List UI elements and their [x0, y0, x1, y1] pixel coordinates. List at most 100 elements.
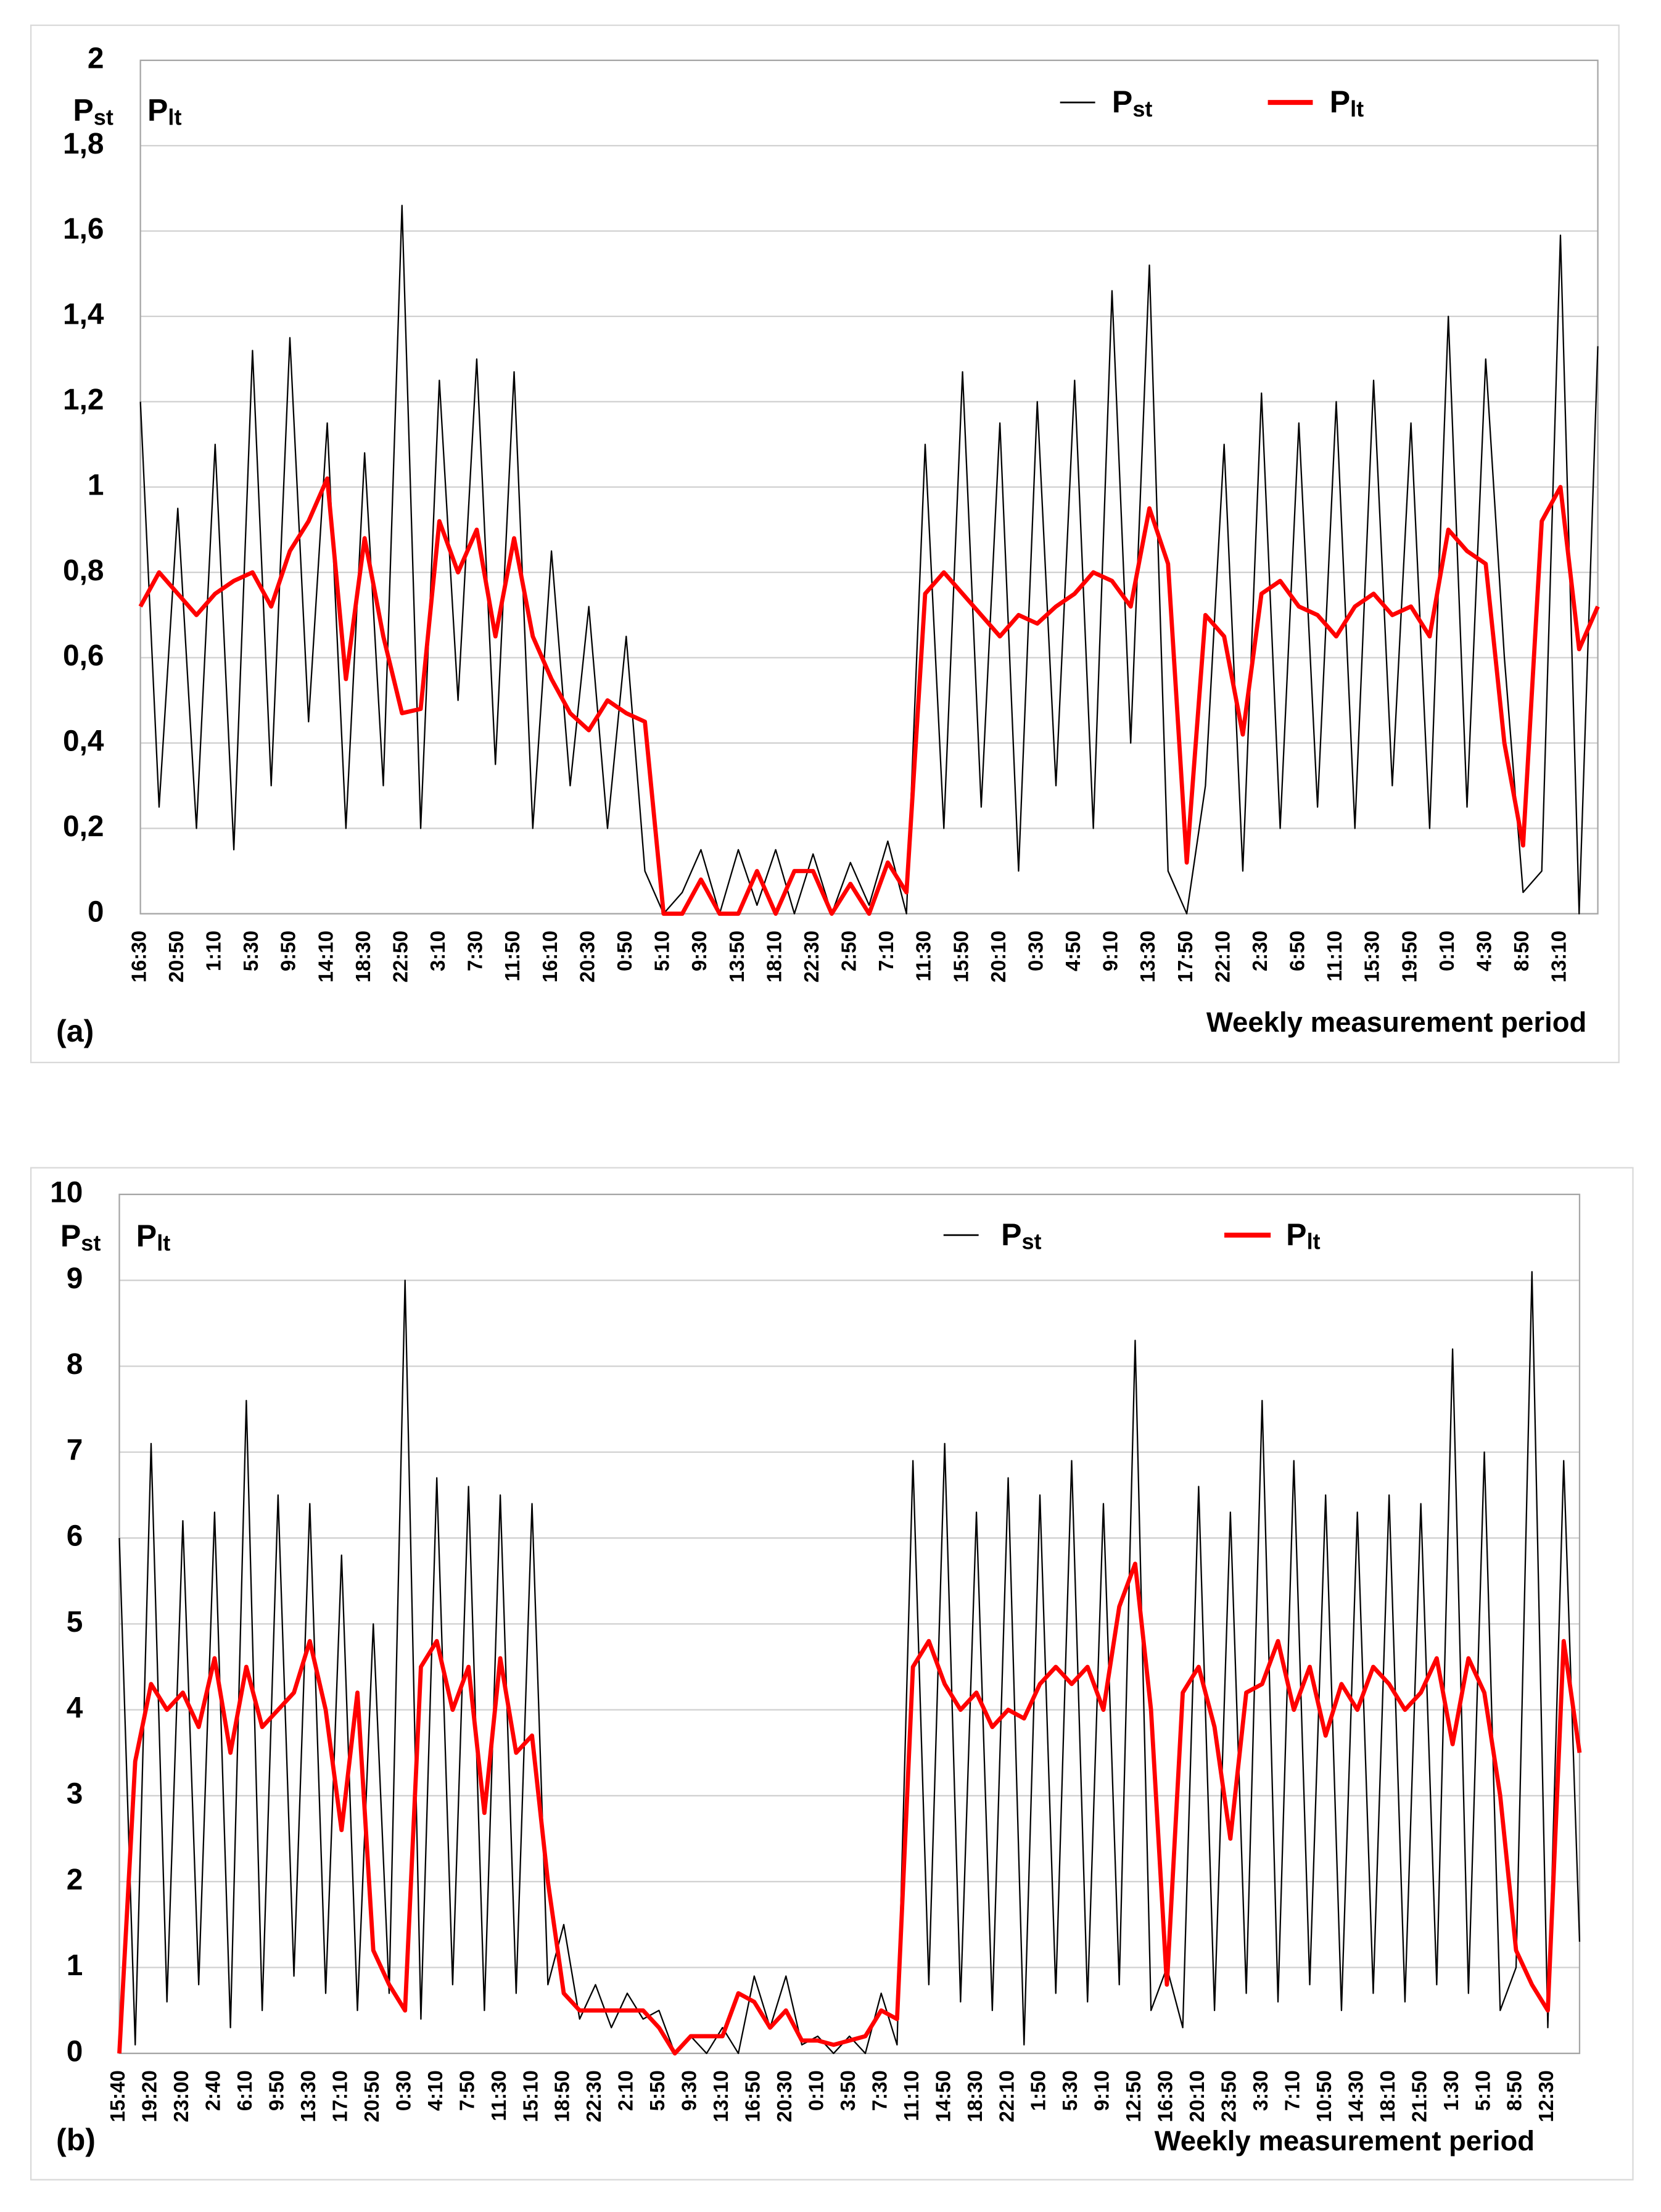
- x-tick-label: 22:10: [1211, 931, 1234, 982]
- y-axis-label: Pst: [60, 1219, 101, 1256]
- x-tick-label: 9:50: [277, 931, 300, 971]
- x-tick-label: 22:30: [800, 931, 823, 982]
- x-tick-label: 11:10: [1323, 931, 1346, 982]
- x-tick-label: 16:10: [538, 931, 561, 982]
- panel-label: (a): [56, 1014, 94, 1048]
- legend-label: Plt: [1330, 84, 1364, 121]
- x-tick-label: 14:50: [931, 2070, 954, 2122]
- x-tick-label: 20:30: [575, 931, 598, 982]
- chart-panel: 0 0,2 0,4 0,6 0,8 1 1,2 1,4 1,6 1,8 2 16:30 20:50 1:1…: [30, 24, 1620, 1064]
- y-tick-label: 3: [67, 1778, 83, 1811]
- panel-border: [30, 1167, 1634, 2181]
- x-tick-label: 7:30: [464, 931, 487, 971]
- x-tick-label: 15:10: [519, 2070, 542, 2122]
- chart-panel: 0 1 2 3 4 5 6 7 8 9 10 15:40 19:20 23:00 2:40 6:10 9:50 1…: [30, 1167, 1634, 2181]
- x-tick-label: 15:30: [1361, 931, 1383, 982]
- series-line: [117, 1561, 1582, 2056]
- x-tick-label: 5:50: [646, 2070, 669, 2111]
- x-tick-label: 17:10: [328, 2070, 351, 2122]
- x-tick-label: 0:30: [392, 2070, 414, 2111]
- x-tick-label: 6:50: [1286, 931, 1309, 971]
- y-tick-label: 6: [67, 1520, 83, 1553]
- legend-label: Pst: [1001, 1217, 1041, 1254]
- x-tick-label: 18:30: [352, 931, 374, 982]
- x-tick-label: 19:50: [1398, 931, 1420, 982]
- x-tick-label: 7:10: [1280, 2070, 1303, 2111]
- x-tick-label: 5:10: [1471, 2070, 1494, 2111]
- x-tick-label: 20:50: [165, 931, 188, 982]
- x-tick-label: 0:10: [1435, 931, 1458, 971]
- x-tick-label: 22:30: [582, 2070, 605, 2122]
- x-tick-label: 7:30: [868, 2070, 891, 2111]
- x-tick-label: 12:50: [1122, 2070, 1145, 2122]
- x-tick-label: 1:10: [202, 931, 225, 971]
- x-tick-label: 13:30: [1136, 931, 1159, 982]
- x-tick-label: 18:30: [963, 2070, 986, 2122]
- x-tick-label: 14:10: [314, 931, 337, 982]
- y-axis-label: Plt: [147, 93, 181, 130]
- x-tick-label: 12:30: [1535, 2070, 1557, 2122]
- plot-border: [118, 1193, 1581, 2054]
- y-tick-label: 1,2: [63, 384, 104, 416]
- x-tick-label: 9:30: [688, 931, 711, 971]
- x-tick-label: 5:30: [1058, 2070, 1081, 2111]
- x-tick-label: 18:10: [762, 931, 785, 982]
- y-tick-label: 8: [67, 1348, 83, 1381]
- x-tick-label: 23:00: [170, 2070, 192, 2122]
- x-tick-label: 3:30: [1249, 2070, 1272, 2111]
- x-tick-label: 9:10: [1099, 931, 1122, 971]
- x-tick-label: 11:50: [501, 931, 524, 982]
- y-tick-label: 2: [88, 42, 104, 75]
- series-line: [138, 476, 1600, 916]
- series-line: [139, 204, 1599, 915]
- x-tick-label: 13:50: [725, 931, 748, 982]
- x-tick-label: 21:50: [1408, 2070, 1430, 2122]
- x-tick-label: 9:30: [678, 2070, 701, 2111]
- x-tick-label: 19:20: [138, 2070, 161, 2122]
- x-tick-label: 16:30: [1154, 2070, 1177, 2122]
- x-tick-label: 5:30: [239, 931, 262, 971]
- x-tick-label: 20:50: [360, 2070, 383, 2122]
- x-tick-label: 20:10: [987, 931, 1010, 982]
- y-tick-label: 1: [88, 469, 104, 501]
- y-tick-label: 5: [67, 1606, 83, 1638]
- x-tick-label: 5:10: [651, 931, 674, 971]
- x-tick-label: 3:10: [426, 931, 449, 971]
- x-tick-label: 20:10: [1185, 2070, 1208, 2122]
- x-tick-label: 4:10: [424, 2070, 447, 2111]
- x-tick-label: 13:10: [709, 2070, 732, 2122]
- y-tick-label: 9: [67, 1262, 83, 1295]
- x-tick-label: 16:50: [741, 2070, 764, 2122]
- x-tick-label: 8:50: [1503, 2070, 1526, 2111]
- x-tick-label: 1:50: [1027, 2070, 1050, 2111]
- y-axis-label: Plt: [136, 1219, 170, 1256]
- x-tick-label: 1:30: [1440, 2070, 1462, 2111]
- x-tick-label: 6:10: [233, 2070, 256, 2111]
- x-tick-label: 11:30: [912, 931, 935, 982]
- y-axis-label: Pst: [73, 93, 113, 130]
- y-tick-label: 1,6: [63, 213, 104, 245]
- x-tick-label: 7:10: [875, 931, 897, 971]
- x-tick-label: 23:50: [1218, 2070, 1240, 2122]
- y-tick-label: 7: [67, 1434, 83, 1466]
- y-tick-label: 0,6: [63, 639, 104, 672]
- y-tick-label: 10: [50, 1177, 83, 1209]
- series-line: [118, 1271, 1581, 2054]
- x-tick-label: 7:50: [455, 2070, 478, 2111]
- x-tick-label: 13:30: [297, 2070, 319, 2122]
- legend-label: Plt: [1286, 1217, 1320, 1254]
- x-tick-label: 8:50: [1510, 931, 1533, 971]
- panel-border: [30, 24, 1620, 1064]
- x-tick-label: 9:10: [1090, 2070, 1113, 2111]
- x-tick-label: 17:50: [1174, 931, 1197, 982]
- x-axis-label: Weekly measurement period: [1155, 2125, 1535, 2156]
- y-tick-label: 0,8: [63, 554, 104, 587]
- legend-label: Pst: [1112, 84, 1152, 121]
- x-tick-label: 2:10: [614, 2070, 637, 2111]
- x-tick-label: 16:30: [127, 931, 150, 982]
- x-tick-label: 18:50: [551, 2070, 574, 2122]
- x-tick-label: 2:40: [202, 2070, 225, 2111]
- y-tick-label: 2: [67, 1864, 83, 1896]
